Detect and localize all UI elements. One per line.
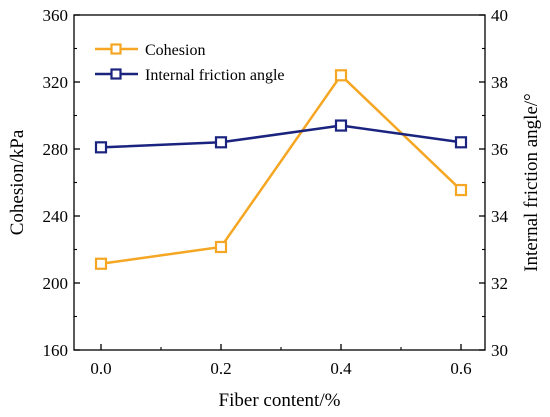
series-line-cohesion bbox=[100, 73, 462, 265]
data-point-friction-angle bbox=[454, 136, 468, 149]
data-point-cohesion bbox=[334, 69, 348, 82]
left-y-tick-label: 280 bbox=[43, 140, 69, 159]
right-y-tick-label: 36 bbox=[491, 140, 508, 159]
right-y-tick-label: 32 bbox=[491, 274, 508, 293]
x-tick-label: 0.2 bbox=[210, 359, 231, 378]
data-point-cohesion bbox=[94, 257, 108, 270]
x-axis-title: Fiber content/% bbox=[219, 390, 341, 411]
legend-marker-cohesion bbox=[110, 43, 122, 55]
data-point-friction-angle bbox=[334, 119, 348, 132]
right-y-tick-label: 30 bbox=[491, 341, 508, 360]
x-tick-label: 0.6 bbox=[450, 359, 471, 378]
left-y-tick-label: 320 bbox=[43, 73, 69, 92]
series-line-friction-angle bbox=[100, 124, 462, 149]
x-tick-label: 0.0 bbox=[90, 359, 111, 378]
left-y-axis-title: Cohesion/kPa bbox=[7, 129, 28, 235]
data-point-friction-angle bbox=[214, 136, 228, 149]
right-y-axis-title: Internal friction angle/° bbox=[521, 93, 542, 272]
legend: Cohesion Internal friction angle bbox=[95, 42, 285, 84]
x-axis: 0.0 0.2 0.4 0.6 bbox=[90, 344, 472, 378]
left-y-tick-label: 360 bbox=[43, 6, 69, 25]
plot-frame bbox=[73, 14, 486, 351]
series-layer bbox=[94, 69, 468, 270]
data-point-friction-angle bbox=[94, 141, 108, 154]
right-y-tick-label: 38 bbox=[491, 73, 508, 92]
right-y-tick-label: 40 bbox=[491, 6, 508, 25]
data-point-cohesion bbox=[214, 240, 228, 254]
x-tick-label: 0.4 bbox=[330, 359, 352, 378]
left-y-tick-label: 160 bbox=[43, 341, 69, 360]
legend-marker-friction-angle bbox=[110, 68, 122, 80]
legend-label-cohesion: Cohesion bbox=[145, 42, 205, 59]
right-y-tick-label: 34 bbox=[491, 207, 509, 226]
left-y-axis: 160 200 240 280 320 360 bbox=[43, 6, 80, 360]
data-point-cohesion bbox=[454, 183, 468, 197]
left-y-tick-label: 200 bbox=[43, 274, 69, 293]
right-y-axis: 30 32 34 36 38 40 bbox=[479, 6, 509, 360]
legend-label-friction-angle: Internal friction angle bbox=[145, 67, 285, 84]
left-y-tick-label: 240 bbox=[43, 207, 69, 226]
